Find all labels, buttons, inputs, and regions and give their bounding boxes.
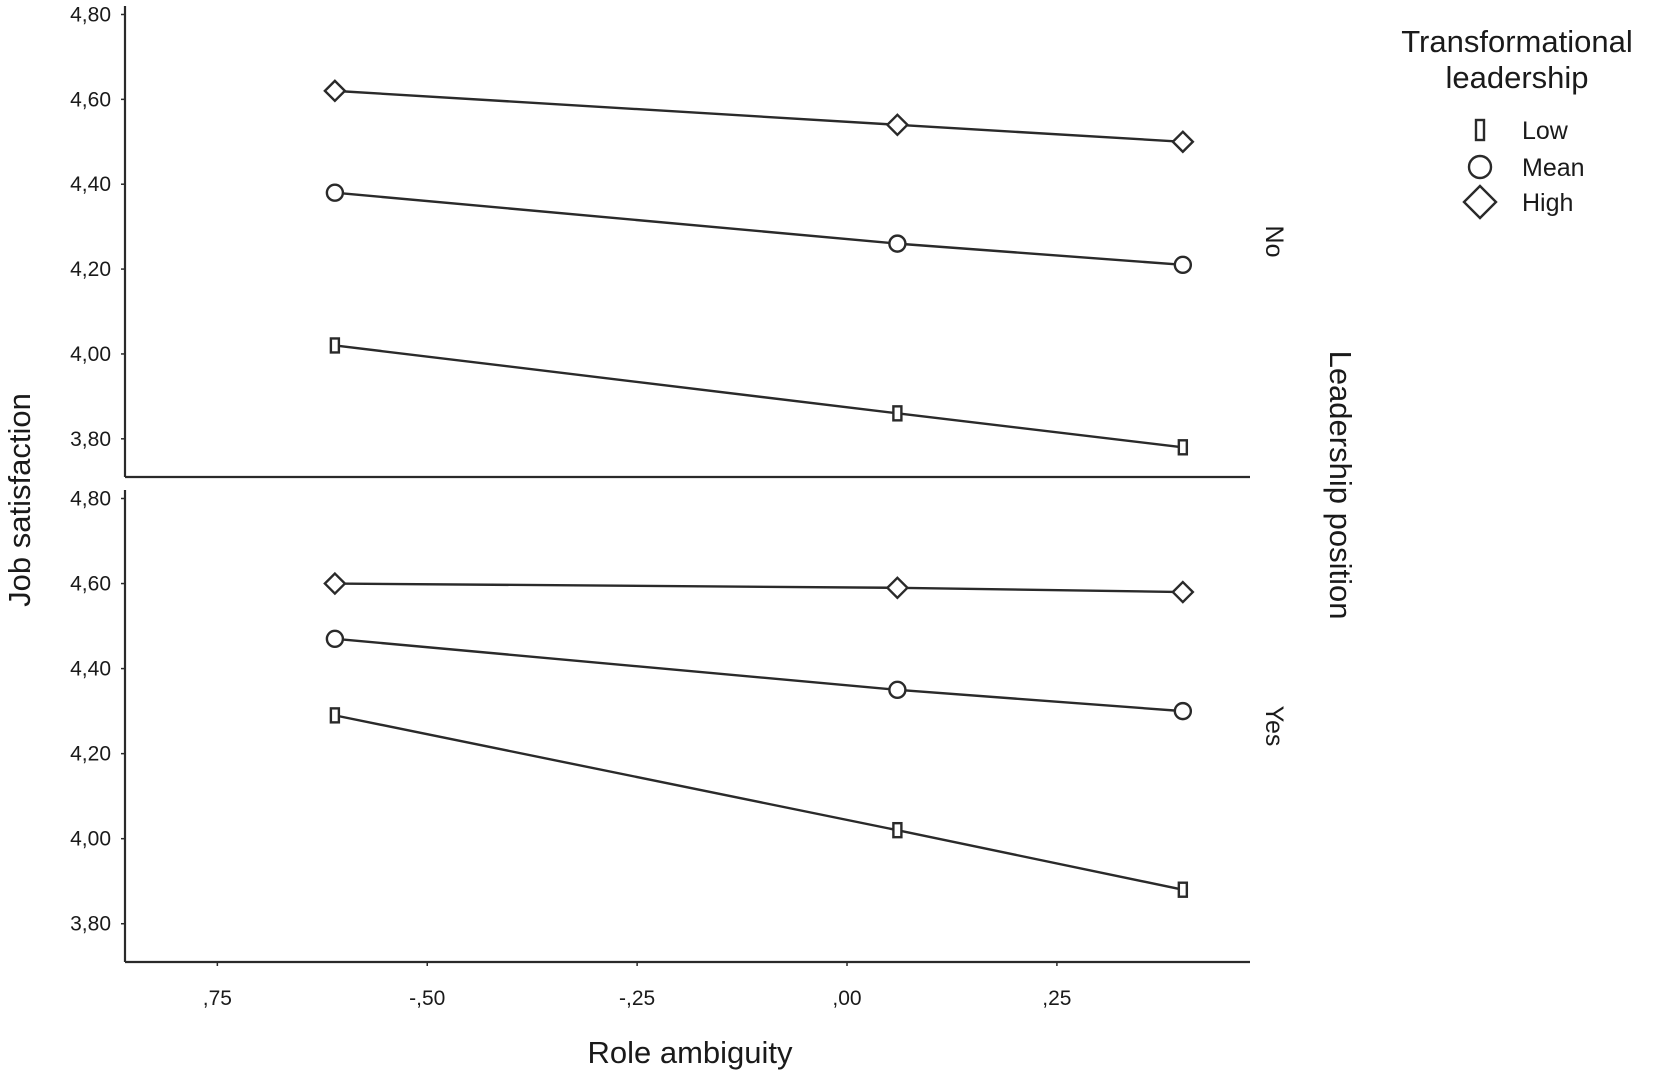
legend-label-low: Low	[1522, 117, 1569, 145]
legend-label-mean: Mean	[1522, 154, 1585, 182]
y-tick-label: 4,40	[70, 658, 111, 681]
point-mean	[325, 183, 345, 202]
panel-yes: 3,80 4,00 4,20 4,40 4,60 4,80 Yes	[70, 488, 1288, 964]
y-tick-label: 4,80	[70, 488, 111, 511]
legend-marker-high	[1462, 184, 1498, 220]
y-tick-label: 4,00	[70, 343, 111, 366]
series-line-high	[334, 89, 1183, 143]
panel-no: 3,80 4,00 4,20 4,40 4,60 4,80 No	[70, 3, 1288, 479]
legend-marker-mean	[1467, 154, 1493, 180]
y-tick-label: 3,80	[70, 913, 111, 936]
y-axis-title: Job satisfaction	[2, 393, 37, 607]
series-line-mean	[334, 191, 1183, 267]
x-tick-label: ,25	[1042, 987, 1071, 1010]
point-high	[323, 79, 347, 103]
x-tick-label: ,75	[203, 987, 232, 1010]
legend-marker-low	[1474, 118, 1486, 142]
series-line-low	[334, 344, 1183, 449]
y-tick-label: 4,60	[70, 573, 111, 596]
y-tick-label: 4,20	[70, 258, 111, 281]
x-tick-label: ,00	[832, 987, 861, 1010]
point-low	[892, 405, 903, 422]
y-tick-label: 4,60	[70, 88, 111, 111]
point-low	[329, 707, 341, 724]
series-line-high	[334, 582, 1183, 594]
panel-axis-title: Leadership position	[1323, 351, 1358, 620]
legend-label-high: High	[1522, 189, 1573, 217]
x-axis-title: Role ambiguity	[587, 1035, 793, 1070]
point-high	[323, 571, 347, 596]
legend: Transformational leadership Low Mean High	[1401, 24, 1633, 220]
series-line-low	[334, 714, 1184, 891]
legend-entries: Low Mean High	[1462, 117, 1585, 220]
point-high	[885, 113, 910, 137]
point-mean	[1173, 255, 1193, 275]
legend-title-line1: Transformational	[1401, 24, 1632, 59]
point-mean	[1173, 701, 1193, 721]
x-tick-label: -,25	[619, 987, 655, 1010]
y-tick-label: 4,40	[70, 173, 111, 196]
x-tick-label: -,50	[409, 987, 445, 1010]
y-tick-label: 4,80	[70, 3, 111, 26]
panel-label: Yes	[1260, 706, 1288, 747]
point-low	[1177, 881, 1189, 898]
point-high	[1171, 580, 1195, 604]
panel-label: No	[1260, 226, 1288, 258]
legend-title-line2: leadership	[1445, 60, 1588, 95]
y-tick-label: 4,20	[70, 743, 111, 766]
point-high	[885, 576, 910, 600]
point-mean	[888, 234, 907, 253]
point-low	[329, 337, 341, 354]
point-low	[1177, 439, 1189, 456]
y-tick-label: 4,00	[70, 828, 111, 851]
plot-panels: 3,80 4,00 4,20 4,40 4,60 4,80 No 3,80 4,00 4,20 4,…	[70, 3, 1288, 1010]
point-mean	[325, 629, 345, 649]
y-tick-label: 3,80	[70, 428, 111, 451]
series-line-mean	[334, 637, 1183, 713]
point-mean	[888, 680, 907, 700]
point-low	[892, 821, 903, 839]
x-axis-ticks: ,75 -,50 -,25 ,00 ,25	[203, 962, 1072, 1010]
point-high	[1171, 130, 1195, 154]
